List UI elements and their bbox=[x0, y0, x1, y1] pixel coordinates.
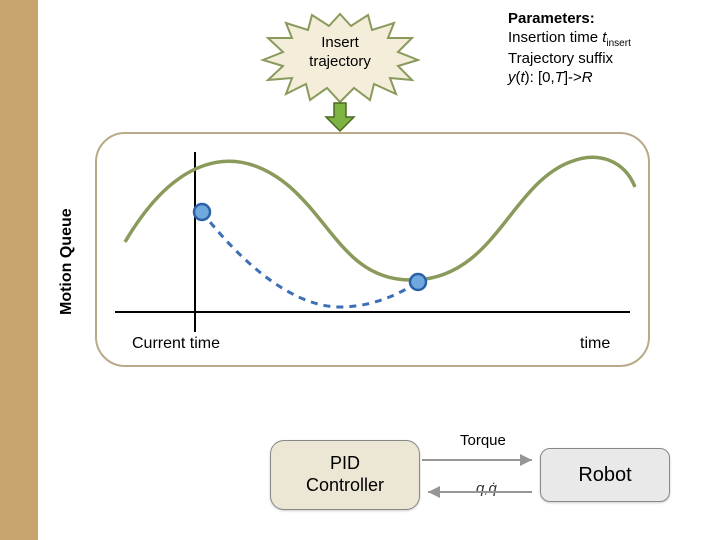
time-axis-label: time bbox=[580, 335, 610, 353]
trajectory-chart bbox=[95, 132, 650, 367]
insert-trajectory-callout: Insert trajectory bbox=[260, 8, 420, 98]
robot-label: Robot bbox=[578, 464, 631, 487]
trajectory-curve-suffix bbox=[202, 212, 418, 307]
torque-label: Torque bbox=[460, 432, 506, 449]
params-line3: y(t): [0,T]->R bbox=[508, 69, 718, 88]
pid-line2: Controller bbox=[306, 475, 384, 495]
start-point-marker bbox=[194, 204, 210, 220]
params-line1: Insertion time tinsert bbox=[508, 29, 718, 51]
end-point-marker bbox=[410, 274, 426, 290]
left-accent-bar bbox=[0, 0, 38, 540]
parameters-block: Parameters: Insertion time tinsert Traje… bbox=[508, 10, 718, 88]
pid-line1: PID bbox=[330, 453, 360, 473]
pid-controller-box: PID Controller bbox=[270, 440, 420, 510]
params-header: Parameters: bbox=[508, 10, 718, 29]
down-arrow-icon bbox=[322, 99, 358, 135]
current-time-label: Current time bbox=[132, 335, 220, 353]
starburst-shape bbox=[260, 8, 420, 106]
connection-arrows bbox=[420, 450, 540, 500]
motion-queue-label: Motion Queue bbox=[58, 208, 76, 315]
params-line2: Trajectory suffix bbox=[508, 50, 718, 69]
robot-box: Robot bbox=[540, 448, 670, 502]
